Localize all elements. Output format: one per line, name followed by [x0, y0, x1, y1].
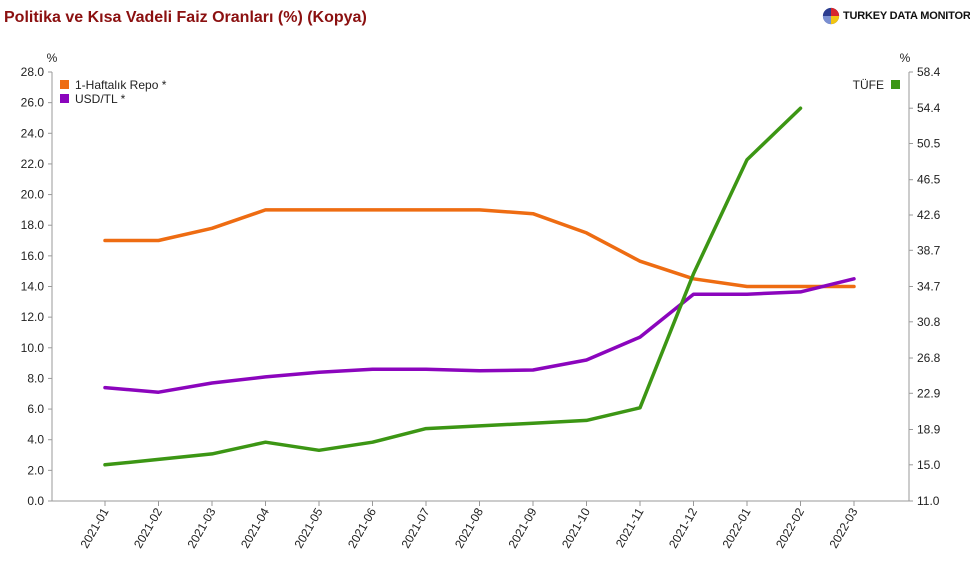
x-tick-label: 2021-08 [452, 505, 486, 550]
right-tick-label: 11.0 [917, 494, 940, 508]
brand: TURKEY DATA MONITOR [822, 6, 970, 26]
left-tick-label: 0.0 [27, 494, 44, 508]
right-tick-label: 34.7 [917, 280, 941, 294]
left-tick-label: 16.0 [21, 249, 45, 263]
left-tick-label: 20.0 [21, 188, 45, 202]
left-tick-label: 6.0 [27, 402, 44, 416]
x-tick-label: 2021-10 [559, 505, 593, 550]
left-axis-unit: % [47, 51, 58, 65]
legend-label: USD/TL * [75, 92, 126, 106]
page-title: Politika ve Kısa Vadeli Faiz Oranları (%… [4, 9, 367, 26]
x-tick-label: 2021-04 [238, 505, 272, 550]
x-tick-label: 2021-12 [666, 505, 700, 550]
x-tick-label: 2022-02 [773, 505, 807, 550]
right-tick-label: 15.0 [917, 458, 941, 472]
left-tick-label: 10.0 [21, 341, 45, 355]
left-tick-label: 2.0 [27, 463, 44, 477]
brand-name: TURKEY DATA MONITOR [843, 10, 970, 22]
x-tick-label: 2021-03 [184, 505, 218, 550]
right-tick-label: 30.8 [917, 315, 941, 329]
right-axis-unit: % [900, 51, 911, 65]
left-tick-label: 22.0 [21, 157, 45, 171]
right-tick-label: 58.4 [917, 65, 941, 79]
right-tick-label: 26.8 [917, 351, 941, 365]
right-tick-label: 38.7 [917, 243, 941, 257]
x-tick-label: 2021-05 [291, 505, 325, 550]
left-tick-label: 24.0 [21, 126, 45, 140]
right-tick-label: 18.9 [917, 423, 941, 437]
x-tick-label: 2021-01 [77, 505, 111, 550]
series-line-usd-tl [103, 277, 856, 394]
x-tick-label: 2021-02 [131, 505, 165, 550]
globe-icon [822, 7, 840, 25]
legend-label: 1-Haftalık Repo * [75, 78, 167, 92]
left-tick-label: 12.0 [21, 310, 45, 324]
x-tick-label: 2022-01 [719, 505, 753, 550]
right-tick-label: 22.9 [917, 386, 941, 400]
right-tick-label: 54.4 [917, 101, 941, 115]
left-tick-label: 28.0 [21, 65, 45, 79]
legend-swatch [60, 80, 69, 89]
series-line-1-haftal-k-repo [103, 208, 856, 289]
x-tick-label: 2021-07 [398, 505, 432, 550]
right-tick-label: 46.5 [917, 173, 941, 187]
legend-label: TÜFE [853, 78, 884, 92]
left-tick-label: 26.0 [21, 96, 45, 110]
left-tick-label: 18.0 [21, 218, 45, 232]
x-tick-label: 2021-11 [613, 505, 647, 550]
x-tick-label: 2021-06 [345, 505, 379, 550]
left-tick-label: 8.0 [27, 371, 44, 385]
left-tick-label: 4.0 [27, 433, 44, 447]
x-tick-label: 2021-09 [505, 505, 539, 550]
legend-swatch [891, 80, 900, 89]
right-tick-label: 50.5 [917, 137, 941, 151]
x-tick-label: 2022-03 [826, 505, 860, 550]
legend-swatch [60, 94, 69, 103]
left-tick-label: 14.0 [21, 280, 45, 294]
right-tick-label: 42.6 [917, 208, 941, 222]
series-line-t-fe [103, 106, 803, 467]
